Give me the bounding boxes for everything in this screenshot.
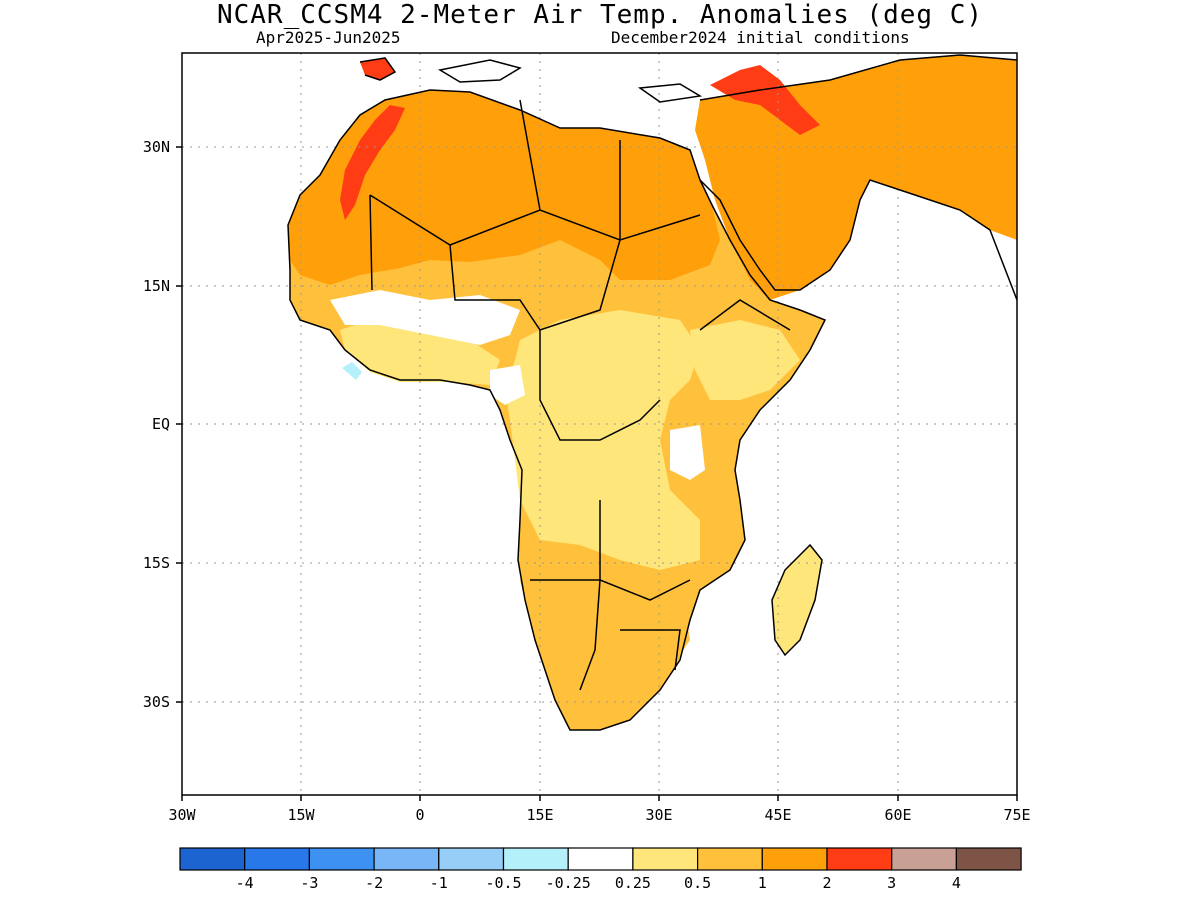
neutral-region-sahel [330,290,520,345]
colorbar-swatch [567,847,634,871]
colorbar-swatch [632,847,699,871]
colorbar-swatch [891,847,958,871]
lon-label-45e: 45E [764,806,791,824]
colorbar-label: -3 [300,874,318,892]
colorbar-label: 0.5 [684,874,711,892]
colorbar-swatch [244,847,310,871]
neutral-region-east [670,425,705,480]
colorbar-label: -0.25 [546,874,591,892]
colorbar-swatch [373,847,440,871]
colorbar-label: -0.5 [485,874,521,892]
period-label: Apr2025-Jun2025 [256,28,401,47]
colorbar-label: 1 [758,874,767,892]
neutral-region-congo [490,365,525,405]
latitude-labels: 30N 15N EQ 15S 30S [143,138,170,711]
colorbar-label: 3 [887,874,896,892]
coastlines [287,54,1017,731]
colorbar-swatch [179,847,246,871]
map-title: NCAR_CCSM4 2-Meter Air Temp. Anomalies (… [216,0,984,30]
colorbar-label: -4 [236,874,254,892]
init-conditions-label: December2024 initial conditions [611,28,910,47]
colorbar-swatch [826,847,893,871]
lon-label-30w: 30W [168,806,196,824]
lon-label-60e: 60E [884,806,911,824]
lon-label-30e: 30E [645,806,672,824]
anomaly-region-central [505,310,700,570]
lat-label-30s: 30S [143,693,170,711]
lat-label-15s: 15S [143,554,170,572]
colorbar-swatch [761,847,828,871]
lon-label-15e: 15E [526,806,553,824]
lon-label-0: 0 [415,806,424,824]
colorbar-label: 4 [952,874,961,892]
colorbar-swatch [502,847,569,871]
longitude-labels: 30W 15W 0 15E 30E 45E 60E 75E [168,806,1030,824]
lat-label-eq: EQ [152,415,170,433]
colorbar-label: -2 [365,874,383,892]
colorbar-swatch [696,847,763,871]
colorbar-swatch [308,847,375,871]
lon-label-75e: 75E [1003,806,1030,824]
anomaly-region-southern-africa [520,570,690,700]
colorbar-label: 0.25 [615,874,651,892]
anomaly-region-west-coast [340,320,500,385]
anomaly-region-morocco [340,105,405,220]
anomaly-region-negative [342,362,362,380]
colorbar-swatch [438,847,505,871]
colorbar: -4 -3 -2 -1 -0.5 -0.25 0.25 0.5 1 2 3 4 [179,847,1022,892]
anomaly-region-iberia [360,58,395,80]
colorbar-label: 2 [822,874,831,892]
anomaly-region-horn [690,320,800,400]
anomaly-fields [288,55,1017,730]
lon-label-15w: 15W [287,806,315,824]
colorbar-label: -1 [430,874,448,892]
lat-label-30n: 30N [143,138,170,156]
colorbar-swatch [955,847,1022,871]
lat-label-15n: 15N [143,277,170,295]
ticks [176,146,1018,801]
anomaly-region-levant [710,65,820,135]
